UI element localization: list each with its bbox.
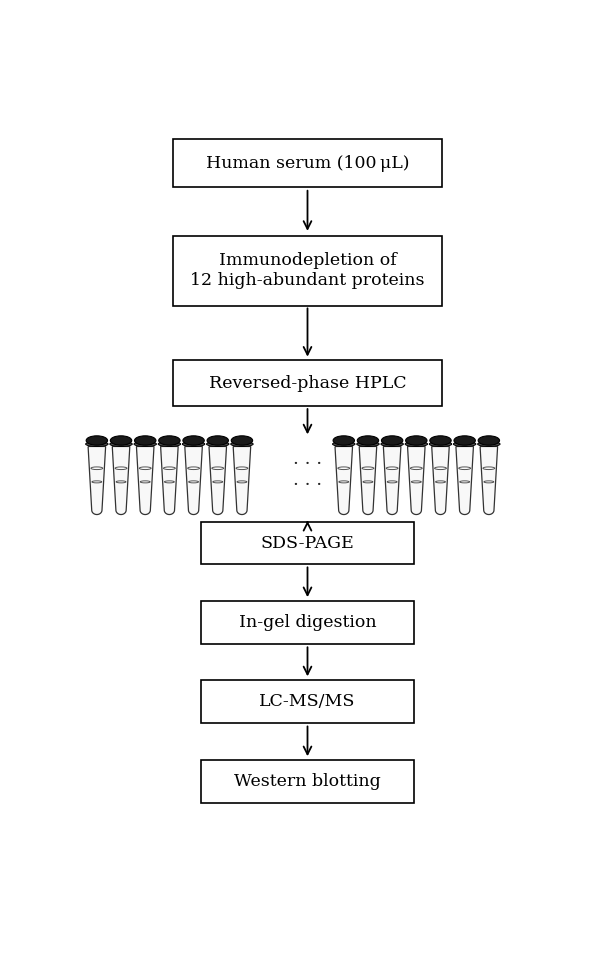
Text: Reversed-phase HPLC: Reversed-phase HPLC [209,375,406,392]
Text: Immunodepletion of
12 high-abundant proteins: Immunodepletion of 12 high-abundant prot… [190,253,425,289]
Ellipse shape [86,442,108,447]
Ellipse shape [134,442,157,447]
Ellipse shape [429,442,452,447]
Text: . . .: . . . [293,471,322,489]
PathPatch shape [88,447,106,514]
Ellipse shape [206,442,229,447]
PathPatch shape [359,447,377,514]
Text: SDS-PAGE: SDS-PAGE [260,534,355,552]
Ellipse shape [357,436,379,445]
PathPatch shape [480,447,497,514]
FancyBboxPatch shape [173,139,442,187]
Ellipse shape [332,442,355,447]
Ellipse shape [86,436,107,445]
Ellipse shape [182,442,205,447]
Ellipse shape [158,436,180,445]
FancyBboxPatch shape [173,235,442,306]
Text: In-gel digestion: In-gel digestion [239,614,376,630]
Ellipse shape [405,442,428,447]
Ellipse shape [183,436,204,445]
PathPatch shape [233,447,251,514]
Text: Western blotting: Western blotting [234,773,381,790]
FancyBboxPatch shape [200,601,415,644]
PathPatch shape [383,447,401,514]
Text: . . .: . . . [293,451,322,468]
Ellipse shape [207,436,229,445]
PathPatch shape [112,447,130,514]
Ellipse shape [454,442,476,447]
Ellipse shape [357,442,379,447]
Ellipse shape [430,436,451,445]
Ellipse shape [134,436,156,445]
Ellipse shape [381,442,403,447]
Ellipse shape [231,442,253,447]
Ellipse shape [478,436,500,445]
PathPatch shape [161,447,178,514]
FancyBboxPatch shape [200,760,415,802]
Ellipse shape [231,436,253,445]
Ellipse shape [454,436,475,445]
Ellipse shape [158,442,181,447]
FancyBboxPatch shape [173,360,442,407]
PathPatch shape [136,447,154,514]
PathPatch shape [456,447,473,514]
Ellipse shape [382,436,403,445]
FancyBboxPatch shape [200,522,415,564]
Ellipse shape [110,442,132,447]
PathPatch shape [432,447,449,514]
PathPatch shape [185,447,202,514]
PathPatch shape [209,447,227,514]
PathPatch shape [407,447,425,514]
Text: Human serum (100 μL): Human serum (100 μL) [206,155,409,172]
Ellipse shape [110,436,132,445]
Ellipse shape [333,436,355,445]
Ellipse shape [406,436,427,445]
PathPatch shape [335,447,353,514]
Ellipse shape [478,442,500,447]
FancyBboxPatch shape [200,680,415,723]
Text: LC-MS/MS: LC-MS/MS [259,693,356,710]
